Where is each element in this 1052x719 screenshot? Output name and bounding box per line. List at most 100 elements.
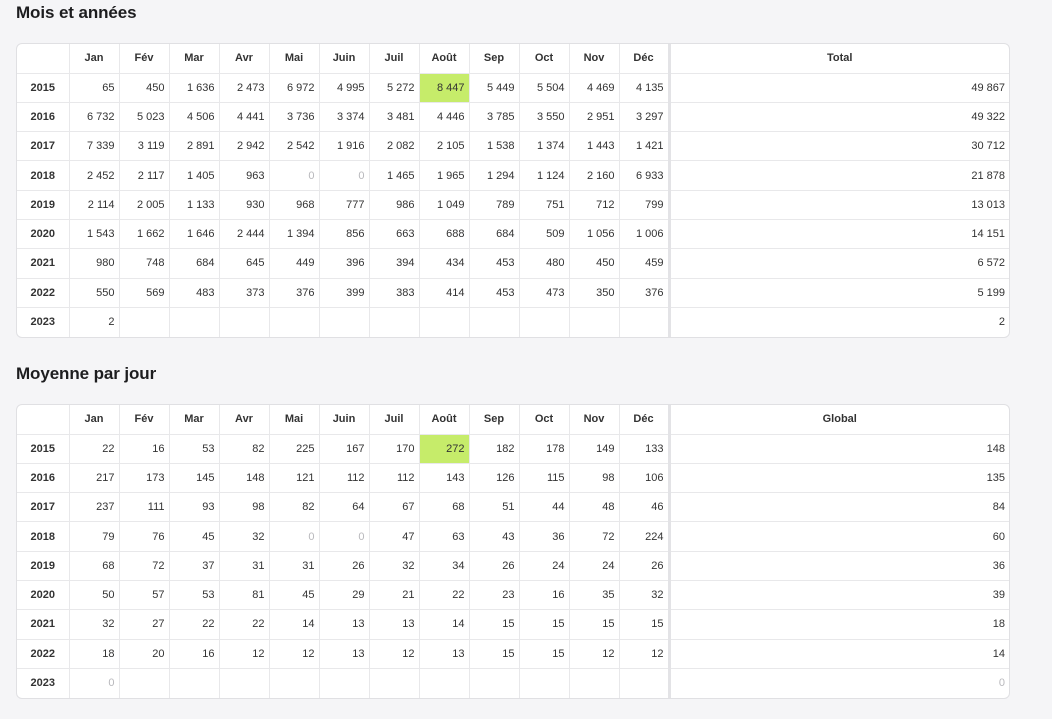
year-cell: 2016: [17, 463, 70, 494]
total-cell: 21 878: [667, 160, 1009, 191]
value-cell: 43: [469, 521, 520, 552]
value-cell: 111: [119, 492, 170, 523]
value-cell: 1 538: [469, 131, 520, 162]
value-cell: 2 105: [419, 131, 470, 162]
value-cell: 115: [519, 463, 570, 494]
value-cell: 1 646: [169, 219, 220, 250]
value-cell: 1 636: [169, 73, 220, 103]
table-row: 2017 237 111 93 98 82 64 67 68 51 44 48 46 84: [17, 492, 1009, 523]
value-cell: 16: [169, 639, 220, 669]
value-cell: 22: [169, 609, 220, 640]
value-cell: 459: [619, 248, 670, 279]
totals-title: Mois et années: [16, 3, 137, 22]
value-cell: 13: [319, 609, 370, 640]
value-cell: 37: [169, 551, 220, 581]
value-cell: 76: [119, 521, 170, 552]
month-header: Sep: [469, 405, 520, 435]
value-cell: 145: [169, 463, 220, 494]
value-cell: 45: [269, 580, 320, 611]
year-cell: 2018: [17, 160, 70, 191]
total-cell: 13 013: [667, 190, 1009, 220]
value-cell: 4 441: [219, 102, 270, 133]
value-cell: 72: [569, 521, 620, 552]
total-cell: 84: [667, 492, 1009, 523]
value-cell: [519, 668, 570, 698]
value-cell: 373: [219, 278, 270, 308]
value-cell: [319, 668, 370, 698]
value-cell: 930: [219, 190, 270, 220]
value-cell: 16: [519, 580, 570, 611]
value-cell: 81: [219, 580, 270, 611]
value-cell: 663: [369, 219, 420, 250]
value-cell: 53: [169, 580, 220, 611]
value-cell: 22: [69, 434, 120, 464]
value-cell: 399: [319, 278, 370, 308]
value-cell: 2 942: [219, 131, 270, 162]
value-cell: 23: [469, 580, 520, 611]
value-cell: 449: [269, 248, 320, 279]
value-cell: 3 736: [269, 102, 320, 133]
month-header: Nov: [569, 405, 620, 435]
value-cell: 473: [519, 278, 570, 308]
value-cell: 2 891: [169, 131, 220, 162]
header-row: Jan Fév Mar Avr Mai Juin Juil Août Sep Oct Nov Déc G…: [17, 405, 1009, 435]
month-header: Fév: [119, 44, 170, 74]
value-cell: 2 117: [119, 160, 170, 191]
month-header: Jan: [69, 405, 120, 435]
value-cell: 22: [419, 580, 470, 611]
value-cell: 4 506: [169, 102, 220, 133]
year-cell: 2021: [17, 248, 70, 279]
year-cell: 2023: [17, 668, 70, 698]
value-cell: 121: [269, 463, 320, 494]
value-cell: 2 452: [69, 160, 120, 191]
month-header: Jan: [69, 44, 120, 74]
year-cell: 2021: [17, 609, 70, 640]
value-cell: 170: [369, 434, 420, 464]
value-cell: 3 481: [369, 102, 420, 133]
value-cell: 4 446: [419, 102, 470, 133]
value-cell: 748: [119, 248, 170, 279]
value-cell: 1 443: [569, 131, 620, 162]
value-cell: [519, 307, 570, 337]
value-cell: 12: [619, 639, 670, 669]
value-cell: 0: [269, 521, 320, 552]
value-cell: 1 465: [369, 160, 420, 191]
average-title: Moyenne par jour: [16, 364, 157, 383]
value-cell: 224: [619, 521, 670, 552]
total-cell: 6 572: [667, 248, 1009, 279]
value-cell: 483: [169, 278, 220, 308]
value-cell: 2 542: [269, 131, 320, 162]
value-cell: [619, 668, 670, 698]
value-cell: 450: [119, 73, 170, 103]
value-cell: 569: [119, 278, 170, 308]
value-cell: 986: [369, 190, 420, 220]
year-cell: 2015: [17, 434, 70, 464]
total-cell: 14: [667, 639, 1009, 669]
value-cell: 5 272: [369, 73, 420, 103]
value-cell: 3 374: [319, 102, 370, 133]
value-cell: 50: [69, 580, 120, 611]
value-cell: 68: [69, 551, 120, 581]
value-cell: 799: [619, 190, 670, 220]
value-cell: [619, 307, 670, 337]
value-cell: 2 444: [219, 219, 270, 250]
value-cell: 15: [519, 609, 570, 640]
month-header: Déc: [619, 44, 670, 74]
value-cell: 57: [119, 580, 170, 611]
value-cell: 112: [319, 463, 370, 494]
month-header: Août: [419, 44, 470, 74]
year-cell: 2018: [17, 521, 70, 552]
value-cell: 21: [369, 580, 420, 611]
year-cell: 2020: [17, 219, 70, 250]
value-cell: 51: [469, 492, 520, 523]
value-cell: 1 374: [519, 131, 570, 162]
value-cell-highlighted: 272: [419, 434, 470, 464]
value-cell: [369, 307, 420, 337]
value-cell: 225: [269, 434, 320, 464]
total-cell: 30 712: [667, 131, 1009, 162]
value-cell: 67: [369, 492, 420, 523]
value-cell: 32: [369, 551, 420, 581]
value-cell: 27: [119, 609, 170, 640]
value-cell: 1 294: [469, 160, 520, 191]
value-cell: 777: [319, 190, 370, 220]
